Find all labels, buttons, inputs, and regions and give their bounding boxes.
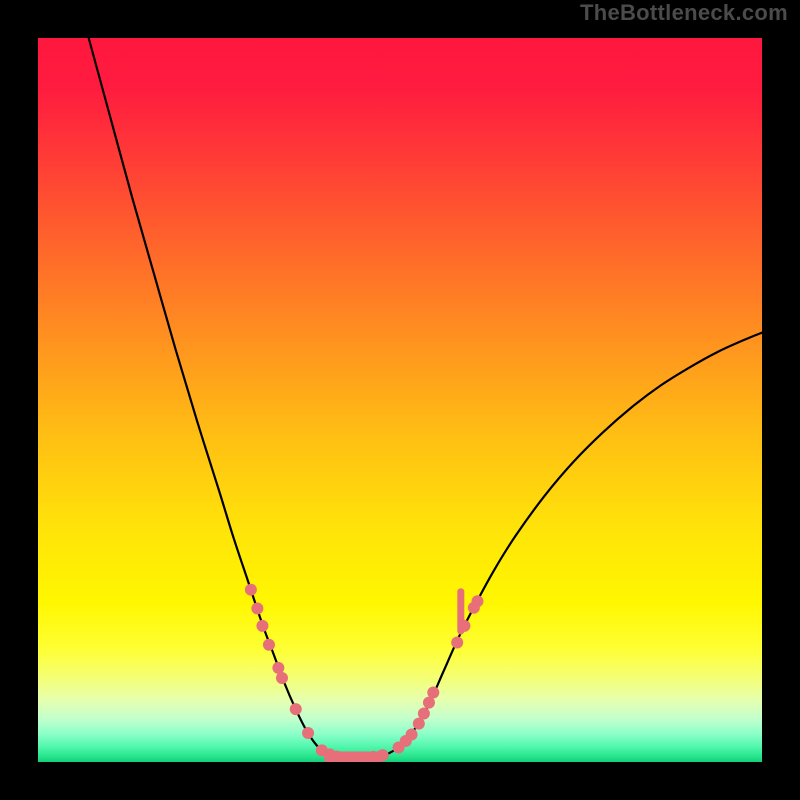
data-marker	[471, 595, 483, 607]
data-marker	[256, 620, 268, 632]
plot-svg	[38, 38, 762, 762]
plot-area	[38, 38, 762, 762]
data-marker	[302, 727, 314, 739]
data-marker	[245, 584, 257, 596]
chart-frame	[28, 28, 772, 772]
data-marker	[458, 620, 470, 632]
gradient-background	[38, 38, 762, 762]
data-marker	[276, 672, 288, 684]
data-marker	[418, 707, 430, 719]
data-marker	[251, 603, 263, 615]
data-marker	[290, 703, 302, 715]
data-marker	[377, 749, 389, 761]
data-marker	[406, 728, 418, 740]
data-marker	[263, 639, 275, 651]
data-marker	[451, 637, 463, 649]
data-marker	[427, 686, 439, 698]
watermark-text: TheBottleneck.com	[580, 0, 788, 26]
